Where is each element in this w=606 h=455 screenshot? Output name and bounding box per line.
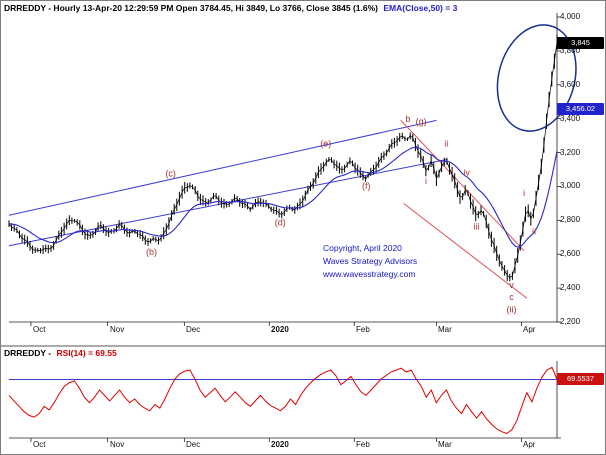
- x-tick-2020: 2020: [271, 325, 289, 334]
- rsi-x-tick-2020: 2020: [271, 440, 289, 449]
- blue-channel-line: [8, 119, 437, 216]
- rsi-x-tick-nov: Nov: [110, 440, 125, 449]
- rsi-x-tick-dec: Dec: [186, 440, 201, 449]
- rsi-panel-header: DRREDDY - RSI(14) = 69.55: [4, 348, 117, 358]
- rsi-line: [8, 366, 558, 435]
- rsi-x-tick-oct: Oct: [33, 440, 46, 449]
- ema-value-box: 3,456.02: [557, 103, 604, 115]
- ema-legend: EMA(Close,50) = 3: [383, 3, 458, 13]
- y-axis-label-3600: 3,600: [560, 80, 581, 89]
- y-axis-label-2800: 2,800: [560, 215, 581, 224]
- ohlc-text: DRREDDY - Hourly 13-Apr-20 12:29:59 PM O…: [4, 3, 378, 13]
- wave-label: ii: [444, 139, 448, 149]
- y-axis-label-4000: 4,000: [560, 12, 581, 21]
- close-line: [8, 42, 558, 279]
- wave-label: c: [509, 292, 514, 302]
- wave-label: i: [425, 176, 427, 186]
- wave-label: v: [509, 280, 514, 290]
- x-tick-feb: Feb: [356, 325, 370, 334]
- y-axis-label-3200: 3,200: [560, 148, 581, 157]
- y-axis-label-2400: 2,400: [560, 283, 581, 292]
- rsi-symbol-text: DRREDDY -: [4, 348, 52, 358]
- wave-label: iii: [473, 222, 479, 232]
- rsi-value-box: 69.5537: [557, 373, 604, 385]
- watermark: Copyright, April 2020 Waves Strategy Adv…: [323, 242, 417, 281]
- x-tick-mar: Mar: [438, 325, 452, 334]
- rsi-x-tick-apr: Apr: [523, 440, 536, 449]
- last-price-box: 3,845: [557, 37, 604, 49]
- red-channel-line: [400, 120, 525, 252]
- y-axis-label-3000: 3,000: [560, 181, 581, 190]
- x-tick-oct: Oct: [33, 325, 46, 334]
- rsi-x-tick-feb: Feb: [356, 440, 370, 449]
- rsi-x-tick-mar: Mar: [438, 440, 452, 449]
- x-tick-dec: Dec: [186, 325, 201, 334]
- wave-label: (g): [416, 117, 427, 127]
- wave-label: i: [523, 188, 525, 198]
- rsi-indicator-legend: RSI(14) = 69.55: [56, 348, 117, 358]
- ema-line: [8, 146, 558, 248]
- x-tick-apr: Apr: [523, 325, 536, 334]
- watermark-line-3: www.wavesstrategy.com: [323, 269, 416, 279]
- red-channel-line: [403, 202, 528, 299]
- highlight-ellipse: [496, 24, 577, 132]
- wave-label: ii: [532, 227, 536, 237]
- wave-label: b: [405, 114, 410, 124]
- y-axis-label-3800: 3,800: [560, 46, 581, 55]
- watermark-line-2: Waves Strategy Advisors: [323, 256, 418, 266]
- price-panel-header: DRREDDY - Hourly 13-Apr-20 12:29:59 PM O…: [4, 3, 457, 13]
- y-axis-label-2200: 2,200: [560, 317, 581, 326]
- watermark-line-1: Copyright, April 2020: [323, 243, 402, 253]
- wave-label: (c): [165, 168, 176, 178]
- y-axis-label-2600: 2,600: [560, 249, 581, 258]
- x-tick-nov: Nov: [110, 325, 125, 334]
- wave-label: (e): [320, 139, 331, 149]
- wave-label: iv: [463, 167, 470, 177]
- wave-label: (b): [146, 247, 157, 257]
- wave-label: (f): [362, 181, 371, 191]
- wave-label: (d): [275, 217, 286, 227]
- y-axis-label-3400: 3,400: [560, 114, 581, 123]
- wave-label: (ii): [507, 305, 517, 315]
